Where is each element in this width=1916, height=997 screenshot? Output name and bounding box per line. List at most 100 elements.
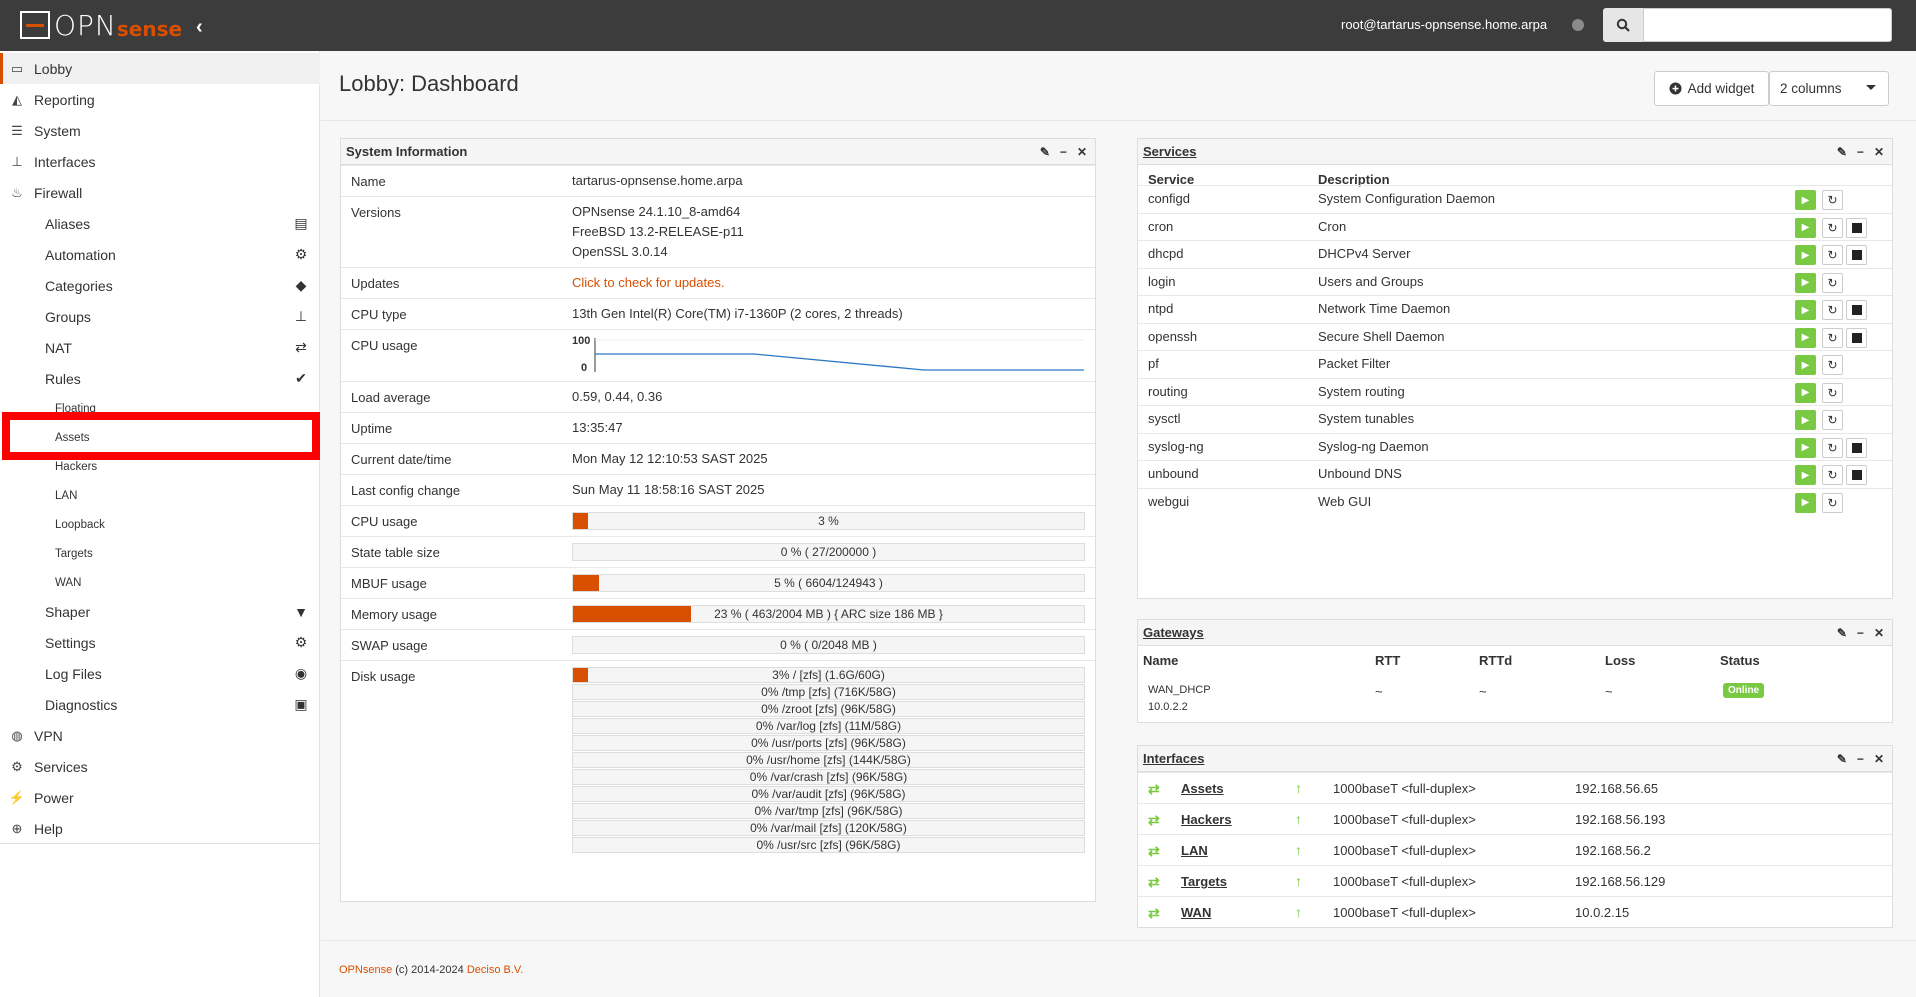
sidebar-item-system[interactable]: ☰ System [0, 115, 320, 146]
play-icon[interactable]: ▶ [1795, 492, 1816, 513]
sidebar-item-rules-targets[interactable]: Targets [55, 539, 305, 568]
sidebar-item-lobby[interactable]: ▭ Lobby [0, 53, 320, 84]
restart-icon[interactable]: ↻ [1822, 465, 1843, 485]
bar-text: 0 % ( 0/2048 MB ) [780, 638, 877, 652]
restart-icon[interactable]: ↻ [1822, 492, 1843, 513]
sidebar-item-rules-hackers[interactable]: Hackers [55, 452, 305, 481]
columns-select[interactable]: 2 columns [1769, 71, 1889, 106]
play-icon[interactable]: ▶ [1795, 217, 1816, 238]
service-name: syslog-ng [1148, 438, 1204, 454]
widget-title-link[interactable]: Services [1143, 144, 1197, 159]
sidebar-item-rules[interactable]: Rules ✔ [45, 363, 310, 394]
sidebar-item-nat[interactable]: NAT ⇄ [45, 332, 310, 363]
check-updates-link[interactable]: Click to check for updates. [572, 275, 725, 290]
version-line: FreeBSD 13.2-RELEASE-p11 [572, 224, 744, 239]
sidebar-item-firewall[interactable]: ♨ Firewall [0, 177, 320, 208]
pencil-icon[interactable]: ✎ [1836, 145, 1847, 159]
interface-name-link[interactable]: WAN [1181, 905, 1212, 920]
row-value: Mon May 12 12:10:53 SAST 2025 [572, 451, 768, 466]
sidebar-item-categories[interactable]: Categories ◆ [45, 270, 310, 301]
stop-icon[interactable] [1846, 465, 1867, 485]
play-icon[interactable]: ▶ [1795, 437, 1816, 458]
sidebar-item-rules-wan[interactable]: WAN [55, 568, 305, 597]
stop-icon[interactable] [1846, 245, 1867, 265]
sidebar-item-label: LAN [55, 489, 78, 502]
minimize-icon[interactable]: − [1856, 752, 1864, 766]
sitemap-icon: ⊥ [294, 308, 308, 324]
sidebar-item-power[interactable]: ⚡ Power [0, 782, 320, 813]
restart-icon[interactable]: ↻ [1822, 410, 1843, 430]
restart-icon[interactable]: ↻ [1822, 355, 1843, 375]
sidebar-item-rules-floating[interactable]: Floating [55, 394, 305, 423]
sidebar-item-rules-assets[interactable]: Assets [55, 423, 305, 452]
sidebar-item-interfaces[interactable]: ⊥ Interfaces [0, 146, 320, 177]
interface-name-link[interactable]: Targets [1181, 874, 1227, 889]
sidebar-item-vpn[interactable]: ◍ VPN [0, 720, 320, 751]
interface-name-link[interactable]: Hackers [1181, 812, 1232, 827]
close-icon[interactable]: ✕ [1076, 145, 1087, 159]
sidebar-item-groups[interactable]: Groups ⊥ [45, 301, 310, 332]
stop-icon[interactable] [1846, 217, 1867, 238]
sidebar-item-label: Help [34, 820, 63, 837]
version-line: OPNsense 24.1.10_8-amd64 [572, 204, 741, 219]
restart-icon[interactable]: ↻ [1822, 300, 1843, 320]
sidebar-item-help[interactable]: ⊕ Help [0, 813, 320, 844]
minimize-icon[interactable]: − [1856, 145, 1864, 159]
add-widget-button[interactable]: Add widget [1654, 71, 1769, 106]
service-description: Packet Filter [1318, 356, 1391, 371]
play-icon[interactable]: ▶ [1795, 410, 1816, 430]
restart-icon[interactable]: ↻ [1822, 190, 1843, 210]
sidebar-item-automation[interactable]: Automation ⚙ [45, 239, 310, 270]
play-icon[interactable]: ▶ [1795, 382, 1816, 403]
interface-name-link[interactable]: LAN [1181, 843, 1208, 858]
gateway-rttd: ~ [1479, 684, 1487, 699]
footer-brand-link[interactable]: OPNsense [339, 964, 393, 976]
gateway-ip: 10.0.2.2 [1148, 701, 1188, 713]
collapse-sidebar-icon[interactable]: ‹ [196, 16, 203, 38]
close-icon[interactable]: ✕ [1873, 145, 1884, 159]
row-label: CPU type [351, 307, 407, 322]
search-button[interactable] [1603, 8, 1643, 42]
interface-name-link[interactable]: Assets [1181, 781, 1224, 796]
sidebar-item-rules-loopback[interactable]: Loopback [55, 510, 305, 539]
play-icon[interactable]: ▶ [1795, 327, 1816, 348]
sidebar-item-reporting[interactable]: ◭ Reporting [0, 84, 320, 115]
pencil-icon[interactable]: ✎ [1836, 752, 1847, 766]
play-icon[interactable]: ▶ [1795, 272, 1816, 293]
play-icon[interactable]: ▶ [1795, 465, 1816, 485]
widget-title-link[interactable]: Interfaces [1143, 751, 1205, 766]
pencil-icon[interactable]: ✎ [1836, 626, 1847, 640]
restart-icon[interactable]: ↻ [1822, 327, 1843, 348]
stop-icon[interactable] [1846, 437, 1867, 458]
user-label[interactable]: root@tartarus-opnsense.home.arpa [1341, 17, 1548, 32]
sidebar-item-shaper[interactable]: Shaper ▼ [45, 596, 310, 627]
restart-icon[interactable]: ↻ [1822, 272, 1843, 293]
sidebar-item-settings[interactable]: Settings ⚙ [45, 627, 310, 658]
play-icon[interactable]: ▶ [1795, 245, 1816, 265]
play-icon[interactable]: ▶ [1795, 190, 1816, 210]
play-icon[interactable]: ▶ [1795, 300, 1816, 320]
restart-icon[interactable]: ↻ [1822, 245, 1843, 265]
search-input[interactable] [1643, 8, 1892, 42]
restart-icon[interactable]: ↻ [1822, 382, 1843, 403]
restart-icon[interactable]: ↻ [1822, 217, 1843, 238]
close-icon[interactable]: ✕ [1873, 626, 1884, 640]
close-icon[interactable]: ✕ [1873, 752, 1884, 766]
opnsense-logo[interactable]: OPN sense [20, 9, 182, 42]
version-line: OpenSSL 3.0.14 [572, 244, 668, 259]
minimize-icon[interactable]: − [1059, 145, 1067, 159]
sidebar-item-aliases[interactable]: Aliases ▤ [45, 208, 310, 239]
play-icon[interactable]: ▶ [1795, 355, 1816, 375]
sidebar-item-log-files[interactable]: Log Files ◉ [45, 658, 310, 689]
pencil-icon[interactable]: ✎ [1039, 145, 1050, 159]
minimize-icon[interactable]: − [1856, 626, 1864, 640]
footer-company-link[interactable]: Deciso B.V. [466, 964, 524, 976]
restart-icon[interactable]: ↻ [1822, 437, 1843, 458]
stop-icon[interactable] [1846, 300, 1867, 320]
stop-icon[interactable] [1846, 327, 1867, 348]
disk-usage-bar: 0% /var/log [zfs] (11M/58G) [572, 718, 1085, 734]
widget-title-link[interactable]: Gateways [1143, 625, 1204, 640]
sidebar-item-services[interactable]: ⚙ Services [0, 751, 320, 782]
sidebar-item-rules-lan[interactable]: LAN [55, 481, 305, 510]
sidebar-item-diagnostics[interactable]: Diagnostics ▣ [45, 689, 310, 720]
